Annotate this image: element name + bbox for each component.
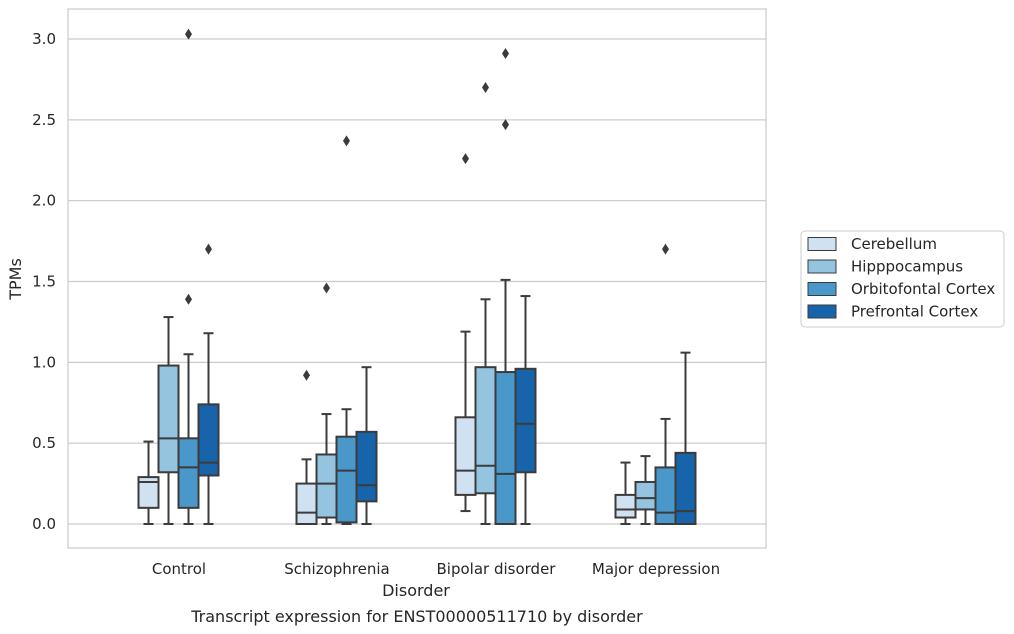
outlier-point	[502, 119, 509, 131]
box-plot	[634, 455, 657, 525]
box	[315, 453, 338, 519]
box-plot	[157, 316, 180, 525]
x-axis-ticks: Control Schizophrenia Bipolar disorder Majo…	[152, 560, 720, 578]
chart-caption: Transcript expression for ENST0000051171…	[190, 607, 643, 626]
box-plot	[614, 461, 637, 525]
box-plot	[454, 153, 477, 513]
box-plot	[474, 82, 497, 525]
legend-frame	[800, 230, 1005, 328]
x-tick-label: Control	[152, 560, 206, 578]
legend-label: Orbitofontal Cortex	[851, 280, 995, 298]
y-tick-label: 1.0	[32, 353, 56, 371]
legend-label: Cerebellum	[851, 235, 937, 253]
box	[634, 480, 657, 511]
y-tick-label: 2.5	[32, 111, 56, 129]
box	[295, 482, 318, 526]
box-plot	[355, 366, 378, 525]
box-plot	[177, 28, 200, 525]
y-axis-label: TPMs	[6, 258, 25, 301]
y-tick-label: 2.0	[32, 192, 56, 210]
series-hipppocampus	[157, 82, 657, 525]
box	[335, 435, 358, 524]
box	[177, 437, 200, 509]
box	[614, 493, 637, 519]
plot-frame	[67, 8, 767, 549]
y-tick-label: 0.5	[32, 434, 56, 452]
box-series-layer	[137, 28, 697, 526]
box	[454, 416, 477, 496]
box	[474, 366, 497, 495]
outlier-point	[205, 243, 212, 255]
box-plot	[295, 369, 318, 526]
legend-item: Orbitofontal Cortex	[807, 280, 995, 298]
series-orbitofontal-cortex	[177, 28, 677, 525]
box-plot	[514, 295, 537, 525]
outlier-point	[343, 135, 350, 147]
series-cerebellum	[137, 153, 637, 526]
box	[137, 476, 160, 509]
legend-swatch	[807, 304, 837, 319]
x-tick-label: Bipolar disorder	[437, 560, 557, 578]
x-tick-label: Schizophrenia	[284, 560, 389, 578]
legend-item: Prefrontal Cortex	[807, 303, 978, 321]
outlier-point	[662, 243, 669, 255]
legend: Cerebellum Hipppocampus Orbitofontal Corte…	[800, 230, 1005, 328]
outlier-point	[482, 82, 489, 93]
box-plot	[137, 440, 160, 525]
box	[494, 371, 517, 525]
outlier-point	[185, 28, 192, 40]
legend-label: Prefrontal Cortex	[851, 303, 978, 321]
y-axis-ticks: 0.0 0.5 1.0 1.5 2.0 2.5 3.0	[32, 30, 56, 533]
outlier-point	[323, 282, 330, 294]
box-plot	[335, 135, 358, 525]
legend-item: Hipppocampus	[807, 258, 963, 276]
box	[197, 403, 220, 477]
outlier-point	[185, 293, 192, 305]
box	[674, 451, 697, 525]
legend-swatch	[807, 237, 837, 251]
box-plot	[674, 351, 697, 525]
box	[355, 430, 378, 503]
box-plot	[197, 243, 220, 525]
legend-label: Hipppocampus	[851, 258, 963, 276]
x-tick-label: Major depression	[592, 560, 720, 578]
box-plot	[654, 243, 677, 525]
box	[514, 367, 537, 474]
box	[157, 364, 180, 474]
outlier-point	[502, 48, 509, 60]
legend-item: Cerebellum	[807, 235, 937, 253]
legend-swatch	[807, 259, 837, 274]
series-prefrontal-cortex	[197, 243, 697, 525]
x-axis-label: Disorder	[382, 581, 450, 600]
outlier-point	[462, 153, 469, 165]
box-plot	[315, 282, 338, 525]
legend-swatch	[807, 282, 837, 296]
y-tick-label: 1.5	[32, 273, 56, 291]
y-tick-label: 0.0	[32, 515, 56, 533]
y-tick-label: 3.0	[32, 30, 56, 48]
box	[654, 466, 677, 525]
outlier-point	[303, 369, 310, 381]
